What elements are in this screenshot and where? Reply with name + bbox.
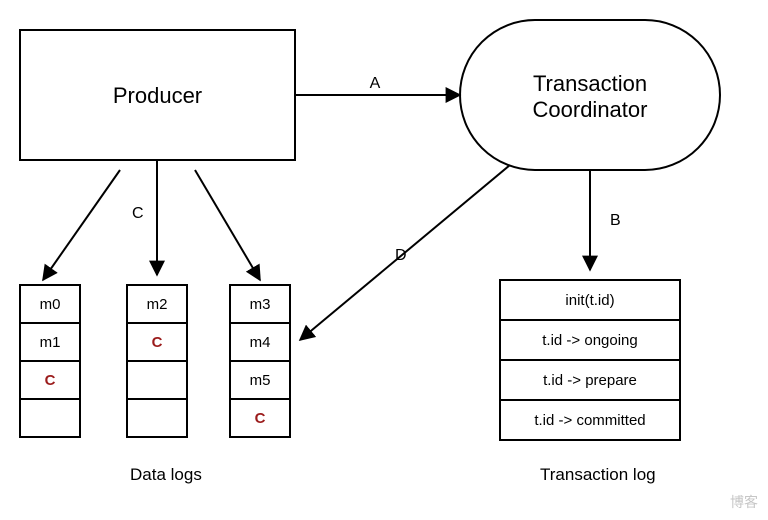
datalog-value: m3	[250, 296, 271, 313]
datalog-value: m0	[40, 296, 61, 313]
txlog-value: t.id -> committed	[534, 412, 645, 429]
edge-d-label: D	[395, 247, 407, 264]
coordinator-label-1: Transaction	[533, 71, 647, 96]
edge-c-label: C	[132, 205, 144, 222]
datalogs-caption: Data logs	[130, 465, 202, 484]
coordinator-label-2: Coordinator	[533, 97, 648, 122]
edge-a-label: A	[370, 75, 381, 92]
datalog-value: m1	[40, 334, 61, 351]
datalog-cell	[127, 361, 187, 399]
txlog-caption: Transaction log	[540, 465, 656, 484]
edge-b-label: B	[610, 212, 621, 229]
datalog-cell	[127, 399, 187, 437]
edge-c-left	[43, 170, 120, 280]
commit-marker: C	[152, 334, 163, 351]
commit-marker: C	[255, 410, 266, 427]
commit-marker: C	[45, 372, 56, 389]
txlog-value: t.id -> prepare	[543, 372, 637, 389]
datalog-cell	[20, 399, 80, 437]
txlog-value: init(t.id)	[565, 292, 614, 309]
datalog-value: m2	[147, 296, 168, 313]
datalog-value: m5	[250, 372, 271, 389]
txlog-value: t.id -> ongoing	[542, 332, 638, 349]
datalog-value: m4	[250, 334, 271, 351]
producer-label: Producer	[113, 83, 202, 108]
edge-c-right	[195, 170, 260, 280]
